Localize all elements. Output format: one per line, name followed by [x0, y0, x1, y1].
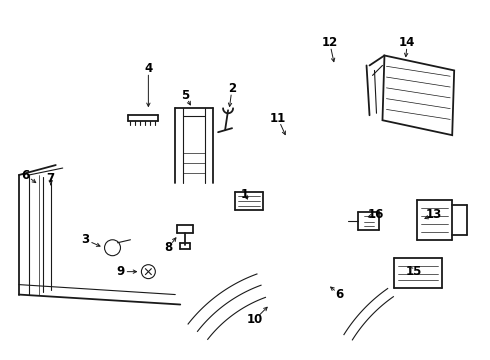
Text: 11: 11: [270, 112, 286, 125]
Text: 1: 1: [241, 188, 249, 202]
Text: 4: 4: [144, 62, 152, 75]
Text: 12: 12: [321, 36, 338, 49]
Text: 8: 8: [164, 241, 172, 254]
Text: 9: 9: [116, 265, 124, 278]
Text: 14: 14: [399, 36, 416, 49]
Text: 3: 3: [81, 233, 90, 246]
Text: 2: 2: [228, 82, 236, 95]
Text: 13: 13: [426, 208, 442, 221]
Text: 6: 6: [336, 288, 344, 301]
Text: 5: 5: [181, 89, 189, 102]
Text: 10: 10: [247, 313, 263, 326]
Text: 7: 7: [47, 171, 55, 185]
Text: 6: 6: [22, 168, 30, 181]
Text: 16: 16: [368, 208, 384, 221]
Text: 15: 15: [406, 265, 422, 278]
